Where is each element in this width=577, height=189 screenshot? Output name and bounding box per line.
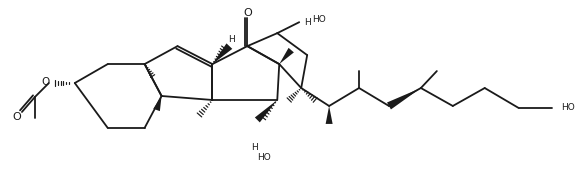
Text: O: O	[42, 77, 50, 87]
Text: O: O	[13, 112, 21, 122]
Text: HO: HO	[312, 15, 326, 24]
Text: O: O	[243, 8, 252, 18]
Polygon shape	[212, 43, 233, 64]
Polygon shape	[279, 48, 294, 64]
Polygon shape	[325, 106, 332, 124]
Polygon shape	[387, 88, 421, 109]
Text: HO: HO	[561, 103, 575, 112]
Text: H: H	[251, 143, 258, 152]
Polygon shape	[153, 96, 162, 111]
Text: H: H	[304, 18, 310, 27]
Text: H: H	[228, 35, 235, 44]
Text: HO: HO	[257, 153, 271, 162]
Polygon shape	[255, 100, 278, 122]
